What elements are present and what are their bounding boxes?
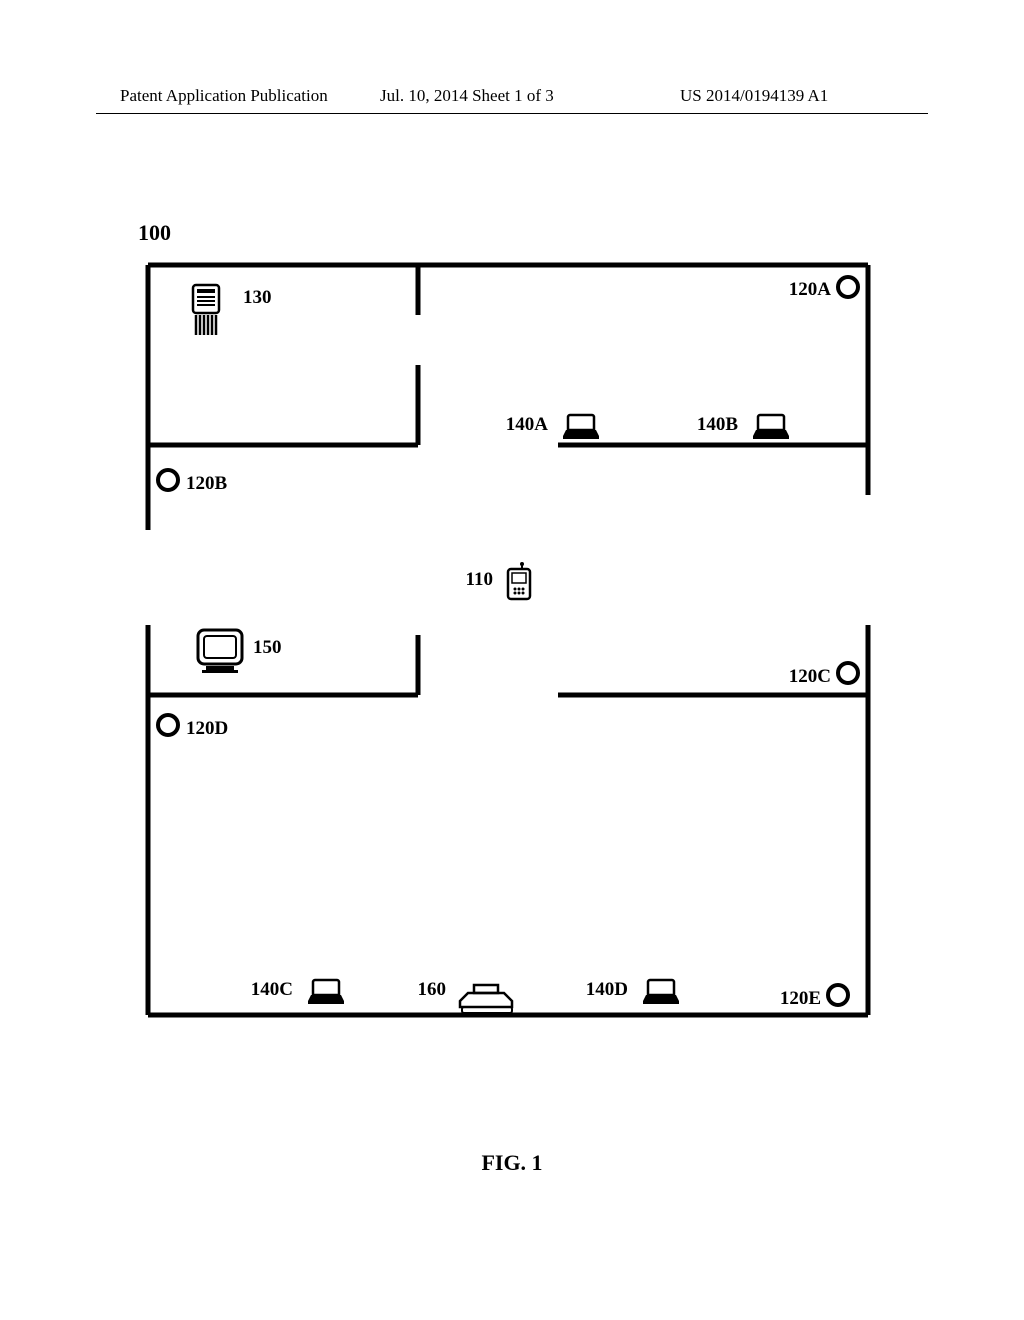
svg-text:110: 110 (466, 569, 493, 590)
page-header: Patent Application Publication Jul. 10, … (0, 86, 1024, 110)
svg-text:120E: 120E (780, 988, 821, 1009)
svg-text:160: 160 (418, 979, 447, 1000)
svg-text:150: 150 (253, 637, 282, 658)
svg-text:140C: 140C (251, 979, 293, 1000)
header-mid: Jul. 10, 2014 Sheet 1 of 3 (380, 86, 554, 106)
header-right: US 2014/0194139 A1 (680, 86, 828, 106)
svg-text:120C: 120C (789, 666, 831, 687)
figure-drawing: 100 130120A120B120C120D120E140A140B140C1… (138, 220, 878, 1100)
svg-text:120B: 120B (186, 473, 228, 494)
svg-text:140A: 140A (506, 414, 549, 435)
header-rule (96, 113, 928, 114)
system-label-100: 100 (138, 220, 171, 246)
header-left: Patent Application Publication (120, 86, 328, 106)
figure-svg: 130 120A 120B 120C 120D 120E 140A 140B 140C 140D 1… (138, 255, 878, 1075)
svg-text:140B: 140B (697, 414, 739, 435)
svg-text:120D: 120D (186, 718, 228, 739)
figure-caption: FIG. 1 (0, 1150, 1024, 1176)
svg-text:140D: 140D (586, 979, 628, 1000)
svg-text:130: 130 (243, 287, 272, 308)
svg-text:120A: 120A (789, 279, 832, 300)
page: Patent Application Publication Jul. 10, … (0, 0, 1024, 1320)
